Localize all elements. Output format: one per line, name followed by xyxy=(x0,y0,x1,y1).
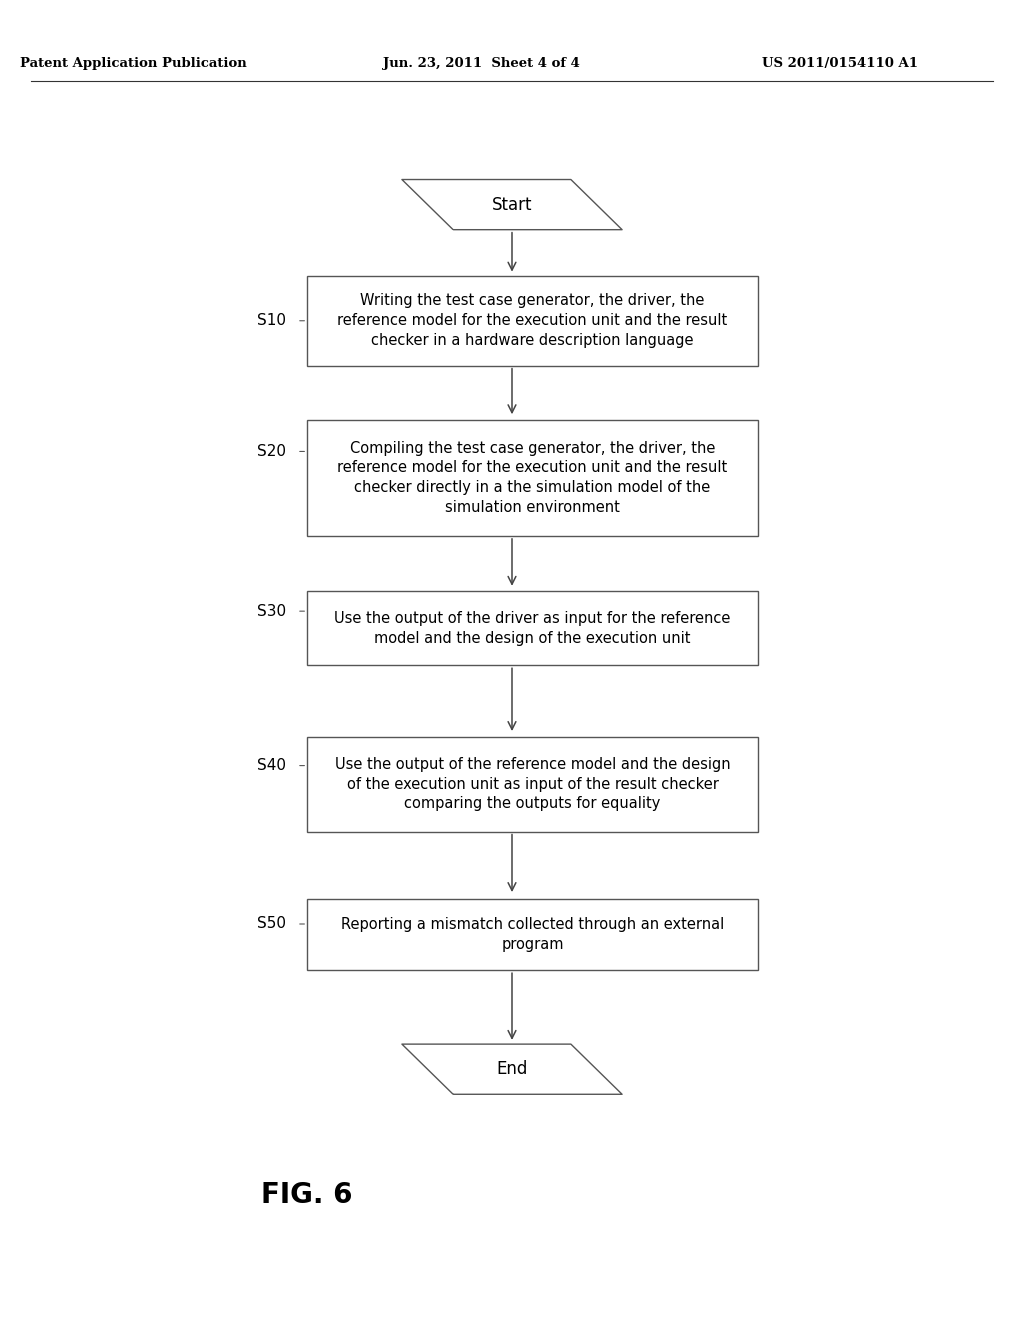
Text: FIG. 6: FIG. 6 xyxy=(261,1180,353,1209)
Text: S30: S30 xyxy=(257,603,286,619)
Bar xyxy=(307,899,758,970)
Text: Start: Start xyxy=(492,195,532,214)
Text: Reporting a mismatch collected through an external
program: Reporting a mismatch collected through a… xyxy=(341,917,724,952)
Bar xyxy=(307,276,758,366)
Text: Writing the test case generator, the driver, the
reference model for the executi: Writing the test case generator, the dri… xyxy=(337,293,728,348)
Bar xyxy=(307,420,758,536)
Text: End: End xyxy=(497,1060,527,1078)
Text: Patent Application Publication: Patent Application Publication xyxy=(19,57,247,70)
Text: S40: S40 xyxy=(257,758,286,774)
Bar xyxy=(307,737,758,832)
Text: US 2011/0154110 A1: US 2011/0154110 A1 xyxy=(762,57,918,70)
Text: S10: S10 xyxy=(257,313,286,329)
Text: Use the output of the driver as input for the reference
model and the design of : Use the output of the driver as input fo… xyxy=(334,611,731,645)
Text: S20: S20 xyxy=(257,444,286,459)
Text: Compiling the test case generator, the driver, the
reference model for the execu: Compiling the test case generator, the d… xyxy=(337,441,728,515)
Text: S50: S50 xyxy=(257,916,286,932)
Text: Use the output of the reference model and the design
of the execution unit as in: Use the output of the reference model an… xyxy=(335,756,730,812)
Text: Jun. 23, 2011  Sheet 4 of 4: Jun. 23, 2011 Sheet 4 of 4 xyxy=(383,57,580,70)
Bar xyxy=(307,591,758,665)
